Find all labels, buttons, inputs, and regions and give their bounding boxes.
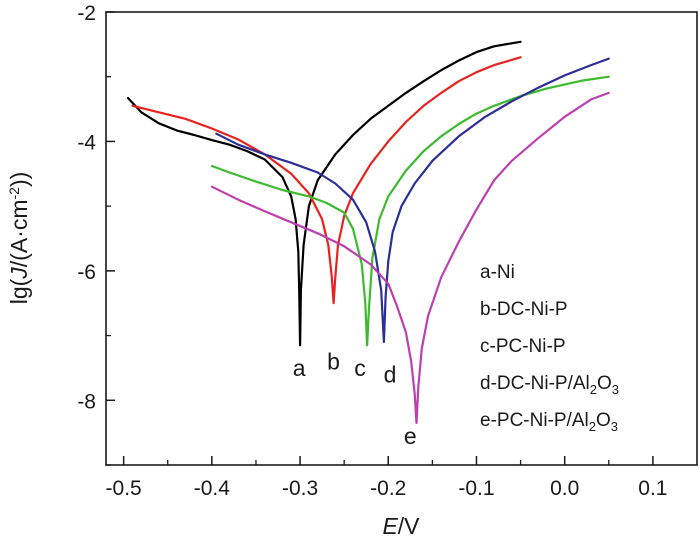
series-lines xyxy=(127,40,610,424)
plot-frame xyxy=(105,11,698,466)
legend-entry-e: e-PC-Ni-P/Al2O3 xyxy=(480,410,618,434)
series-letters: a b c d e xyxy=(293,348,417,448)
x-tick-label: -0.5 xyxy=(106,477,142,500)
y-tick-label: -2 xyxy=(77,2,96,25)
x-axis-title: E/V xyxy=(382,513,420,539)
series-line-b xyxy=(131,56,522,305)
x-tick-label: -0.2 xyxy=(370,477,406,500)
series-line-c xyxy=(210,75,610,347)
series-line-e xyxy=(210,91,610,424)
curve-label-a: a xyxy=(293,355,306,381)
y-axis-title: lg(J/(A·cm-2)) xyxy=(6,172,32,305)
axis-ticks xyxy=(106,11,654,466)
y-tick-label: -4 xyxy=(77,131,96,154)
x-tick-label: 0.0 xyxy=(550,477,579,500)
series-line-d xyxy=(215,57,610,344)
legend-entry-a: a-Ni xyxy=(480,262,515,283)
x-tick-label: -0.1 xyxy=(458,477,494,500)
y-tick-label: -8 xyxy=(77,390,96,413)
curve-label-e: e xyxy=(404,423,417,449)
curve-label-c: c xyxy=(354,355,366,381)
series-line-a xyxy=(127,40,522,347)
legend-entry-c: c-PC-Ni-P xyxy=(480,336,566,357)
axis-tick-labels: -0.5 -0.4 -0.3 -0.2 -0.1 0.0 0.1 -8 -6 -4 -2 xyxy=(77,2,667,500)
curve-label-b: b xyxy=(327,348,340,374)
legend-entry-d: d-DC-Ni-P/Al2O3 xyxy=(480,373,619,397)
y-tick-label: -6 xyxy=(77,261,96,284)
x-tick-label: 0.1 xyxy=(638,477,667,500)
x-tick-label: -0.3 xyxy=(282,477,318,500)
legend: a-Ni b-DC-Ni-P c-PC-Ni-P d-DC-Ni-P/Al2O3… xyxy=(480,262,619,434)
legend-entry-b: b-DC-Ni-P xyxy=(480,299,568,320)
x-tick-label: -0.4 xyxy=(194,477,231,500)
curve-label-d: d xyxy=(384,361,397,387)
